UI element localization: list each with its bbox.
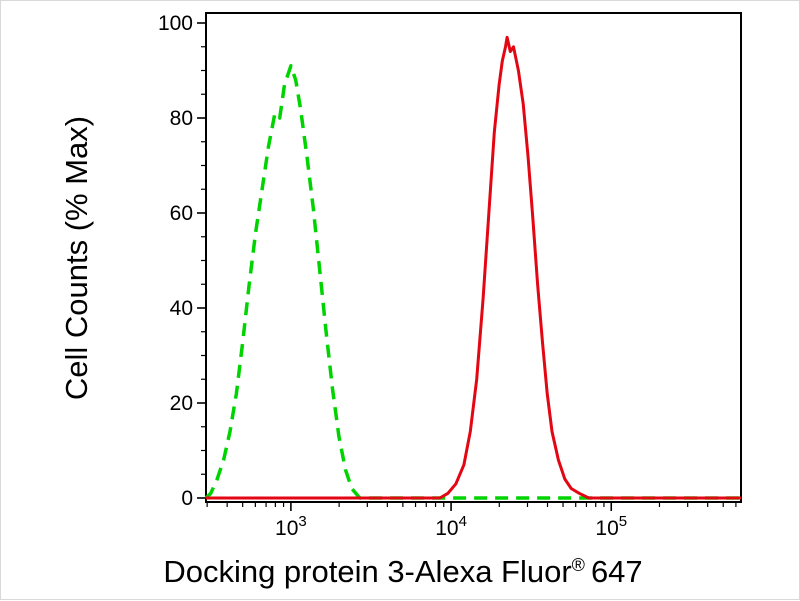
x-axis-ticks: 103 104 105	[206, 502, 737, 540]
registered-trademark-symbol: ®	[572, 555, 585, 575]
y-tick-label: 40	[170, 297, 193, 320]
y-tick-label: 0	[181, 487, 193, 510]
red-solid-curve	[206, 35, 741, 500]
y-tick-label: 20	[170, 392, 193, 415]
y-axis-title: Cell Counts (% Max)	[59, 116, 94, 400]
x-axis-title-main: Docking protein 3-Alexa Fluor	[163, 554, 571, 589]
x-axis-title-suffix: 647	[591, 554, 643, 589]
y-tick-label: 80	[170, 107, 193, 130]
x-tick-label: 103	[275, 513, 307, 540]
curves	[204, 35, 741, 500]
y-tick-label: 60	[170, 202, 193, 225]
x-tick-label: 104	[435, 513, 467, 540]
plot-frame	[205, 12, 742, 503]
x-axis-title: Docking protein 3-Alexa Fluor® 647	[163, 554, 642, 589]
x-tick-label: 105	[595, 513, 627, 540]
green-dashed-curve	[204, 64, 741, 500]
y-tick-label: 100	[158, 12, 193, 35]
y-axis-ticks: 0 20 40 60 80 100	[158, 12, 206, 510]
